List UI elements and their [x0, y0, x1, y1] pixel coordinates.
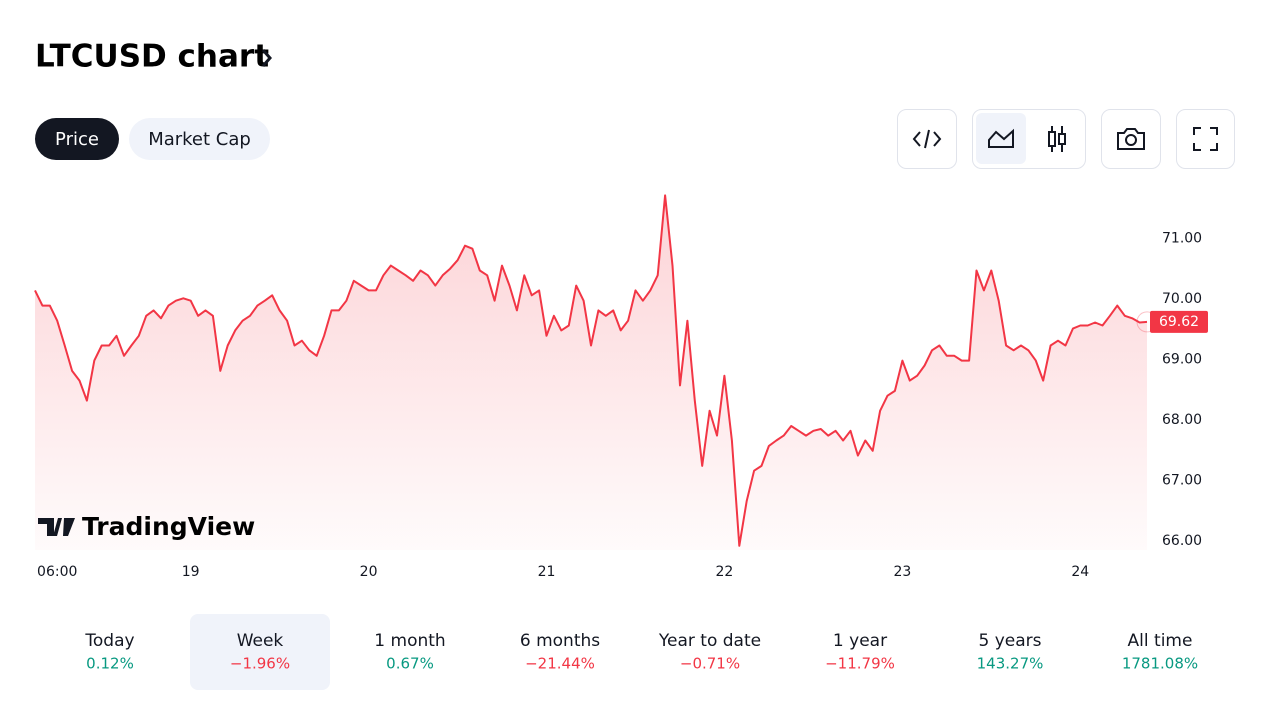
period-change[interactable]: −11.79%	[825, 655, 895, 673]
snapshot-button[interactable]	[1101, 109, 1161, 169]
x-tick-label: 21	[538, 564, 556, 580]
title-chevron[interactable]	[261, 49, 272, 67]
page-title[interactable]: LTCUSD chart	[35, 39, 269, 75]
line	[34, 194, 1148, 547]
period-label[interactable]: All time	[1128, 631, 1193, 651]
watermark: TradingView	[38, 512, 255, 541]
watermark-text: TradingView	[82, 512, 255, 541]
x-tick-label: 20	[360, 564, 378, 580]
tab-bg[interactable]	[129, 118, 270, 160]
last-value-box	[1150, 310, 1208, 333]
period-change[interactable]: −21.44%	[525, 655, 595, 673]
period-change[interactable]: 1781.08%	[1122, 655, 1198, 673]
x-tick-label: 23	[893, 564, 911, 580]
y-tick-label: 70.00	[1162, 291, 1202, 307]
period-selected-bg	[190, 614, 330, 690]
tab-bg[interactable]	[35, 118, 119, 160]
plot: 66.00 67.00 68.00 69.00 70.00 71.00 06:00 19 20 2…	[34, 194, 1208, 580]
y-tick-label: 66.00	[1162, 533, 1202, 549]
last-value-label: 69.62	[1159, 314, 1199, 330]
periods: Today 0.12% Week −1.96% 1 month 0.67% 6 months…	[84, 614, 1198, 690]
period-label[interactable]: Today	[84, 631, 134, 651]
period-label[interactable]: 1 year	[833, 631, 887, 651]
y-tick-label: 68.00	[1162, 412, 1202, 428]
period-change[interactable]: 143.27%	[977, 655, 1044, 673]
period-change[interactable]: −0.71%	[680, 655, 740, 673]
candle-style-button[interactable]	[1048, 126, 1066, 152]
camera-lens	[1125, 134, 1137, 146]
embed-icon	[912, 129, 942, 149]
y-tick-label: 67.00	[1162, 472, 1202, 488]
x-tick-label: 19	[182, 564, 200, 580]
fullscreen-button[interactable]	[1176, 109, 1235, 169]
period-label[interactable]: Week	[237, 631, 284, 651]
period-label[interactable]: 5 years	[978, 631, 1041, 651]
period-label[interactable]: 1 month	[374, 631, 445, 651]
period-label[interactable]: Year to date	[658, 631, 761, 651]
toolbar	[897, 109, 1235, 169]
period-change[interactable]: 0.67%	[386, 655, 434, 673]
y-tick-label: 69.00	[1162, 351, 1202, 367]
camera-icon	[1117, 128, 1145, 150]
period-change[interactable]: −1.96%	[230, 655, 290, 673]
period-change[interactable]: 0.12%	[86, 655, 134, 673]
x-tick-label: 24	[1071, 564, 1089, 580]
period-label[interactable]: 6 months	[520, 631, 600, 651]
area-icon	[988, 128, 1014, 148]
tabs: Price Market Cap	[35, 118, 270, 160]
fullscreen-icon	[1193, 127, 1218, 151]
tab-label[interactable]: Market Cap	[148, 129, 251, 150]
x-tick-label: 06:00	[37, 564, 77, 580]
tab-label[interactable]: Price	[55, 129, 99, 150]
area	[35, 195, 1147, 550]
y-tick-label: 71.00	[1162, 230, 1202, 246]
area-style-button[interactable]	[976, 113, 1026, 164]
x-tick-label: 22	[716, 564, 734, 580]
